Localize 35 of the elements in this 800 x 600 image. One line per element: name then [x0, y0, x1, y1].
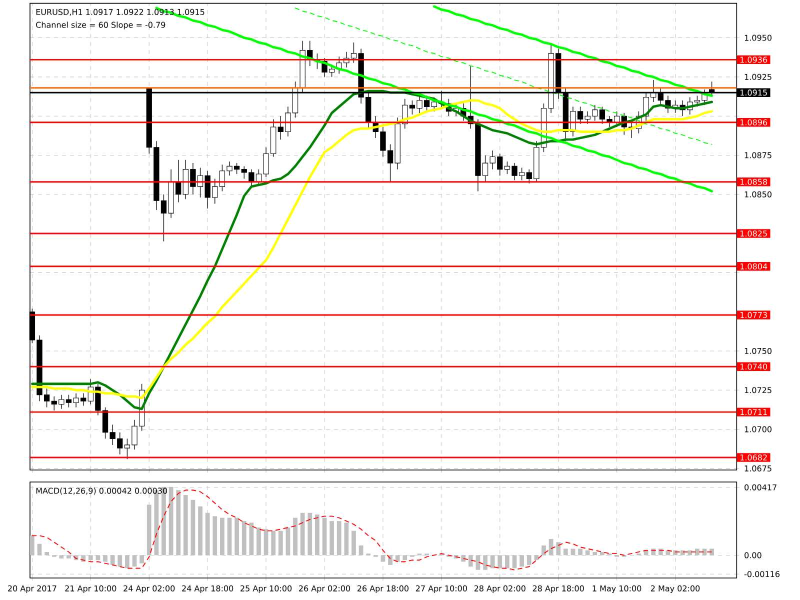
x-tick-label: 1 May 10:00	[592, 585, 642, 593]
ref-line-label: 1.0936	[740, 56, 768, 63]
ref-line-label: 1.0740	[740, 364, 768, 370]
ref-line-label: 1.0804	[740, 263, 768, 270]
x-tick-label: 28 Apr 02:00	[474, 585, 526, 593]
x-tick-label: 24 Apr 02:00	[124, 585, 175, 593]
x-tick-label: 20 Apr 2017	[8, 585, 56, 593]
text: MACD(12,26,9) 0.00042 0.00030	[36, 488, 168, 495]
x-tick-label: 24 Apr 18:00	[182, 585, 234, 593]
x-tick-label: 2 May 02:00	[650, 585, 700, 593]
y-tick-label: 1.0700	[744, 426, 772, 432]
ref-line-label: 1.0773	[740, 312, 767, 318]
y-tick-label: 1.0875	[744, 152, 772, 158]
x-tick-label: 26 Apr 18:00	[357, 585, 408, 593]
ref-line-label: 1.0825	[740, 230, 767, 237]
y-tick-label: 1.0925	[744, 74, 772, 80]
x-tick-label: 28 Apr 18:00	[532, 585, 584, 593]
y-tick-label: -0.00116	[744, 571, 780, 578]
y-tick-label: 1.0675	[744, 465, 772, 472]
x-tick-label: 26 Apr 02:00	[299, 585, 350, 593]
x-tick-label: 27 Apr 10:00	[416, 585, 467, 593]
ref-line-label: 1.0858	[740, 178, 768, 185]
x-tick-label: 21 Apr 10:00	[65, 585, 116, 593]
y-tick-label: 1.0750	[744, 348, 772, 354]
ref-line-label: 1.0682	[740, 454, 767, 460]
y-tick-label: 0.00417	[744, 484, 776, 490]
text: Channel size = 60 Slope = -0.79	[36, 22, 166, 30]
y-tick-label: 1.0950	[744, 34, 772, 41]
ref-line-label: 1.0711	[740, 409, 767, 416]
y-tick-label: 0.00	[744, 552, 762, 558]
y-tick-label: 1.0725	[744, 387, 772, 394]
y-tick-label: 1.0850	[744, 191, 772, 198]
ref-line-label: 1.0915	[740, 90, 767, 96]
ref-line-label: 1.0896	[740, 119, 768, 126]
x-tick-label: 25 Apr 10:00	[240, 585, 292, 593]
